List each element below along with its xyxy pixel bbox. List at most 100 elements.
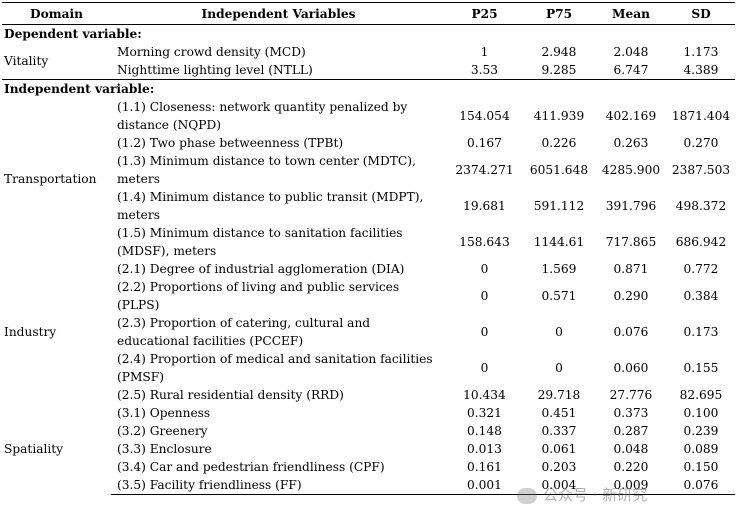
table-row: (3.5) Facility friendliness (FF) 0.001 0… — [2, 476, 735, 495]
watermark-text: 公众号 · 新研究 — [543, 486, 648, 504]
value-sd: 0.155 — [683, 361, 719, 375]
value-mean: 6.747 — [613, 63, 649, 77]
domain-industry: Industry — [4, 325, 57, 339]
variable-name: (1.3) Minimum distance to town center (M… — [117, 154, 416, 186]
variable-name: (3.2) Greenery — [117, 424, 208, 438]
value-p75: 0 — [555, 325, 563, 339]
value-sd: 0.150 — [683, 460, 719, 474]
variable-name: (3.5) Facility friendliness (FF) — [111, 476, 446, 495]
variable-name: (2.2) Proportions of living and public s… — [117, 280, 400, 312]
header-variables: Independent Variables — [111, 2, 446, 25]
value-sd: 0.384 — [683, 289, 719, 303]
value-p25: 154.054 — [459, 109, 510, 123]
value-p75: 0.451 — [541, 406, 577, 420]
value-p75: 0.337 — [541, 424, 577, 438]
value-p75: 0.061 — [541, 442, 577, 456]
value-mean: 4285.900 — [601, 163, 661, 177]
value-mean: 2.048 — [613, 45, 649, 59]
value-p75: 6051.648 — [529, 163, 589, 177]
table-header: Domain Independent Variables P25 P75 Mea… — [2, 2, 735, 25]
value-sd: 0.270 — [683, 136, 719, 150]
value-sd: 4.389 — [683, 63, 719, 77]
value-sd: 1871.404 — [671, 109, 731, 123]
value-sd: 0.772 — [683, 262, 719, 276]
section-label-independent: Independent variable: — [2, 79, 735, 98]
variable-name: (2.5) Rural residential density (RRD) — [117, 388, 344, 402]
value-p25: 0.148 — [467, 424, 502, 438]
value-sd: 2387.503 — [671, 163, 731, 177]
value-p25: 19.681 — [463, 199, 506, 213]
table-row: (1.3) Minimum distance to town center (M… — [2, 152, 735, 188]
value-mean: 0.060 — [613, 361, 649, 375]
header-mean: Mean — [595, 2, 667, 25]
value-mean: 391.796 — [605, 199, 657, 213]
variable-name: (2.1) Degree of industrial agglomeration… — [117, 262, 405, 276]
variable-name: (1.2) Two phase betweenness (TPBt) — [117, 136, 344, 150]
header-domain: Domain — [2, 2, 111, 25]
value-p25: 0.013 — [467, 442, 502, 456]
table-row: (3.3) Enclosure 0.013 0.061 0.048 0.089 — [2, 440, 735, 458]
table-row: Nighttime lighting level (NTLL) 3.53 9.2… — [2, 61, 735, 80]
table-row: (1.5) Minimum distance to sanitation fac… — [2, 224, 735, 260]
value-p75: 591.112 — [533, 199, 585, 213]
value-p25: 0.321 — [467, 406, 502, 420]
value-p75: 411.939 — [533, 109, 585, 123]
table-row: (1.4) Minimum distance to public transit… — [2, 188, 735, 224]
value-mean: 0.220 — [613, 460, 649, 474]
value-sd: 0.239 — [683, 424, 719, 438]
table-row: (3.4) Car and pedestrian friendliness (C… — [2, 458, 735, 476]
domain-vitality: Vitality — [4, 54, 49, 68]
value-sd: 498.372 — [675, 199, 727, 213]
value-p25: 0 — [480, 325, 489, 339]
value-sd: 0.076 — [667, 476, 735, 495]
value-sd: 0.173 — [683, 325, 719, 339]
descriptive-statistics-table: Domain Independent Variables P25 P75 Mea… — [2, 2, 735, 495]
table-row: (3.2) Greenery 0.148 0.337 0.287 0.239 — [2, 422, 735, 440]
table-row: Transportation (1.1) Closeness: network … — [2, 98, 735, 186]
section-row-dependent: Dependent variable: — [2, 25, 735, 44]
value-p75: 0.226 — [541, 136, 577, 150]
domain-spatiality: Spatiality — [4, 442, 64, 457]
variable-name: (3.3) Enclosure — [117, 442, 212, 456]
value-p75: 0 — [555, 361, 563, 375]
section-row-independent: Independent variable: — [2, 79, 735, 98]
value-p75: 0.203 — [541, 460, 577, 474]
table-row: (2.4) Proportion of medical and sanitati… — [2, 350, 735, 386]
variable-name: (1.1) Closeness: network quantity penali… — [117, 100, 408, 132]
value-p75: 29.718 — [537, 388, 581, 402]
value-mean: 717.865 — [605, 235, 657, 249]
value-mean: 0.290 — [613, 289, 649, 303]
value-p25: 2374.271 — [455, 163, 514, 177]
value-p25: 0.161 — [467, 460, 502, 474]
value-p75: 0.571 — [541, 289, 577, 303]
variable-name: (2.3) Proportion of catering, cultural a… — [117, 316, 371, 348]
table-row: (2.2) Proportions of living and public s… — [2, 278, 735, 314]
table-row: Vitality Morning crowd density (MCD) 1 2… — [2, 43, 735, 68]
variable-name: (3.4) Car and pedestrian friendliness (C… — [117, 460, 385, 474]
value-mean: 0.871 — [613, 262, 649, 276]
value-mean: 0.263 — [613, 136, 649, 150]
value-mean: 0.048 — [613, 442, 649, 456]
value-p25: 0 — [480, 361, 489, 375]
table-row: (2.5) Rural residential density (RRD) 10… — [2, 386, 735, 404]
table-row: Spatiality (3.1) Openness 0.321 0.451 0.… — [2, 404, 735, 456]
domain-transportation: Transportation — [4, 172, 97, 186]
value-mean: 27.776 — [609, 388, 653, 402]
table-row: Industry (2.1) Degree of industrial aggl… — [2, 260, 735, 339]
value-sd: 82.695 — [679, 388, 723, 402]
value-mean: 0.009 — [595, 476, 667, 495]
value-p25: 0.001 — [446, 476, 523, 495]
value-p25: 0 — [480, 289, 489, 303]
value-p75: 9.285 — [541, 63, 577, 77]
value-sd: 0.100 — [683, 406, 719, 420]
watermark: 公众号 · 新研究 — [517, 484, 647, 505]
table-row: (2.3) Proportion of catering, cultural a… — [2, 314, 735, 350]
section-label-dependent: Dependent variable: — [4, 27, 142, 41]
header-sd: SD — [667, 2, 735, 25]
value-p75: 0.004 — [523, 476, 595, 495]
value-sd: 1.173 — [683, 45, 719, 59]
variable-name: Morning crowd density (MCD) — [117, 45, 306, 59]
value-p75: 1.569 — [541, 262, 577, 276]
header-p75: P75 — [523, 2, 595, 25]
value-sd: 0.089 — [683, 442, 719, 456]
